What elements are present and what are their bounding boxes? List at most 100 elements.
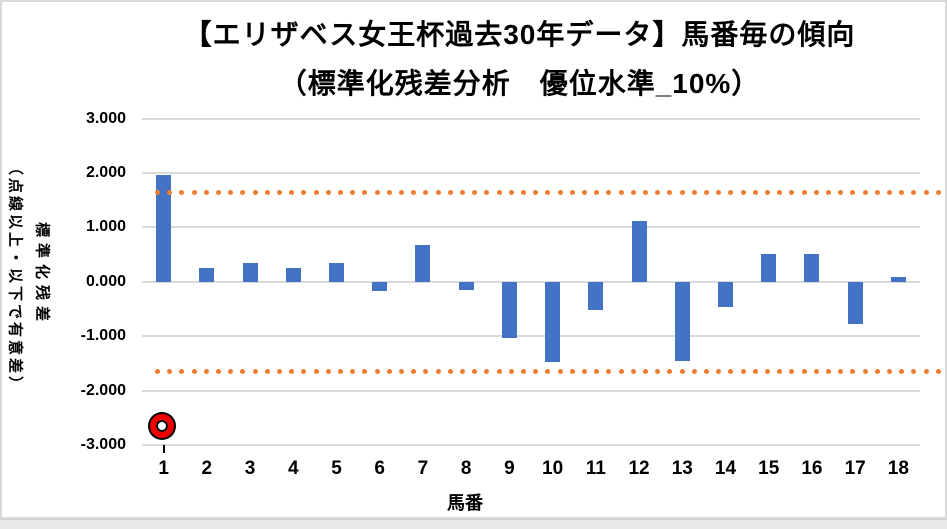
y-axis-note: （点線以上・以下で有意差）	[6, 159, 24, 394]
lower-threshold-dot	[850, 368, 856, 374]
x-tick-label: 17	[844, 458, 866, 479]
bar	[501, 281, 517, 339]
upper-threshold-dot	[935, 189, 941, 195]
lower-threshold-dot	[813, 368, 819, 374]
gridline	[142, 226, 920, 229]
x-axis-title: 馬番	[447, 493, 483, 513]
upper-threshold-dot	[643, 189, 648, 195]
bar	[804, 253, 820, 282]
lower-threshold-dot	[765, 368, 770, 374]
upper-threshold-dot	[521, 189, 526, 195]
lower-threshold-dot	[313, 368, 319, 374]
lower-threshold-dot	[472, 368, 478, 374]
x-tick-label: 11	[585, 458, 606, 479]
upper-threshold-dot	[325, 189, 331, 195]
lower-threshold-dot	[582, 368, 587, 374]
lower-threshold-dot	[862, 368, 868, 374]
x-tick-label: 16	[801, 458, 823, 479]
y-axis-title: 標準化残差	[33, 222, 51, 328]
upper-threshold-dot	[838, 189, 844, 195]
lower-threshold-dot	[838, 368, 844, 374]
upper-threshold-dot	[374, 189, 380, 195]
lower-threshold-dot	[606, 368, 612, 374]
lower-threshold-dot	[484, 368, 490, 374]
upper-threshold-dot	[264, 189, 270, 195]
upper-threshold-dot	[386, 189, 392, 195]
lower-threshold-dot	[277, 368, 282, 374]
upper-threshold-dot	[338, 189, 343, 195]
lower-threshold-dot	[386, 368, 392, 374]
lower-threshold-dot	[704, 368, 709, 374]
y-tick-label: -1.000	[80, 327, 126, 345]
upper-threshold-dot	[411, 189, 417, 195]
bar	[242, 263, 258, 282]
lower-threshold-dot	[728, 368, 734, 374]
upper-threshold-dot	[472, 189, 478, 195]
y-tick-label: 1.000	[85, 218, 126, 236]
lower-threshold-dot	[569, 368, 575, 374]
lower-threshold-dot	[179, 368, 185, 374]
lower-threshold-dot	[435, 368, 441, 374]
upper-threshold-dot	[533, 189, 539, 195]
lower-threshold-dot	[240, 368, 246, 374]
lower-threshold-dot	[874, 368, 880, 374]
x-tick-label: 18	[887, 458, 909, 479]
lower-threshold-dot	[679, 368, 685, 374]
upper-threshold-dot	[765, 189, 770, 195]
upper-threshold-dot	[667, 189, 673, 195]
upper-threshold-dot	[569, 189, 575, 195]
upper-threshold-dot	[899, 189, 905, 195]
upper-threshold-dot	[655, 189, 661, 195]
x-tick-label: 3	[244, 458, 256, 479]
lower-threshold-dot	[496, 368, 502, 374]
lower-threshold-dot	[691, 368, 697, 374]
upper-threshold-dot	[508, 189, 514, 195]
y-tick-label: 2.000	[85, 163, 126, 181]
upper-threshold-dot	[594, 189, 600, 195]
lower-threshold-dot	[252, 368, 258, 374]
lower-threshold-dot	[923, 368, 929, 374]
lower-threshold-dot	[630, 368, 636, 374]
lower-threshold-dot	[167, 368, 173, 374]
lower-threshold-dot	[301, 368, 307, 374]
lower-threshold-dot	[155, 368, 160, 374]
upper-threshold-dot	[777, 189, 783, 195]
upper-threshold-dot	[752, 189, 758, 195]
lower-threshold-dot	[460, 368, 465, 374]
upper-threshold-dot	[460, 189, 465, 195]
chart-title: 【エリザベス女王杯過去30年データ】馬番毎の傾向	[183, 19, 856, 50]
y-tick-label: -2.000	[80, 381, 126, 399]
lower-threshold-dot	[618, 368, 624, 374]
gridline	[142, 335, 920, 338]
gridline	[142, 443, 920, 446]
gridline	[142, 117, 920, 120]
upper-threshold-dot	[228, 189, 234, 195]
significance-marker	[149, 414, 174, 439]
upper-threshold-dot	[801, 189, 807, 195]
x-tick-label: 2	[201, 458, 213, 479]
lower-threshold-dot	[508, 368, 514, 374]
chart-title-block: 【エリザベス女王杯過去30年データ】馬番毎の傾向 （標準化残差分析 優位水準_1…	[92, 10, 947, 108]
bar	[631, 221, 647, 282]
x-tick-label: 8	[460, 458, 472, 479]
lower-threshold-dot	[411, 368, 417, 374]
upper-threshold-dot	[399, 189, 404, 195]
lower-threshold-dot	[716, 368, 722, 374]
lower-threshold-dot	[789, 368, 795, 374]
upper-threshold-dot	[423, 189, 429, 195]
lower-threshold-dot	[264, 368, 270, 374]
lower-threshold-dot	[533, 368, 539, 374]
upper-threshold-dot	[679, 189, 685, 195]
x-tick-label: 10	[542, 458, 564, 479]
lower-threshold-dot	[289, 368, 295, 374]
upper-threshold-dot	[740, 189, 746, 195]
bar	[588, 281, 604, 310]
upper-threshold-dot	[691, 189, 697, 195]
lower-threshold-dot	[899, 368, 905, 374]
upper-threshold-dot	[789, 189, 795, 195]
gridline	[142, 389, 920, 392]
lower-threshold-dot	[594, 368, 600, 374]
bar	[545, 281, 561, 362]
lower-threshold-dot	[216, 368, 221, 374]
lower-threshold-dot	[826, 368, 831, 374]
